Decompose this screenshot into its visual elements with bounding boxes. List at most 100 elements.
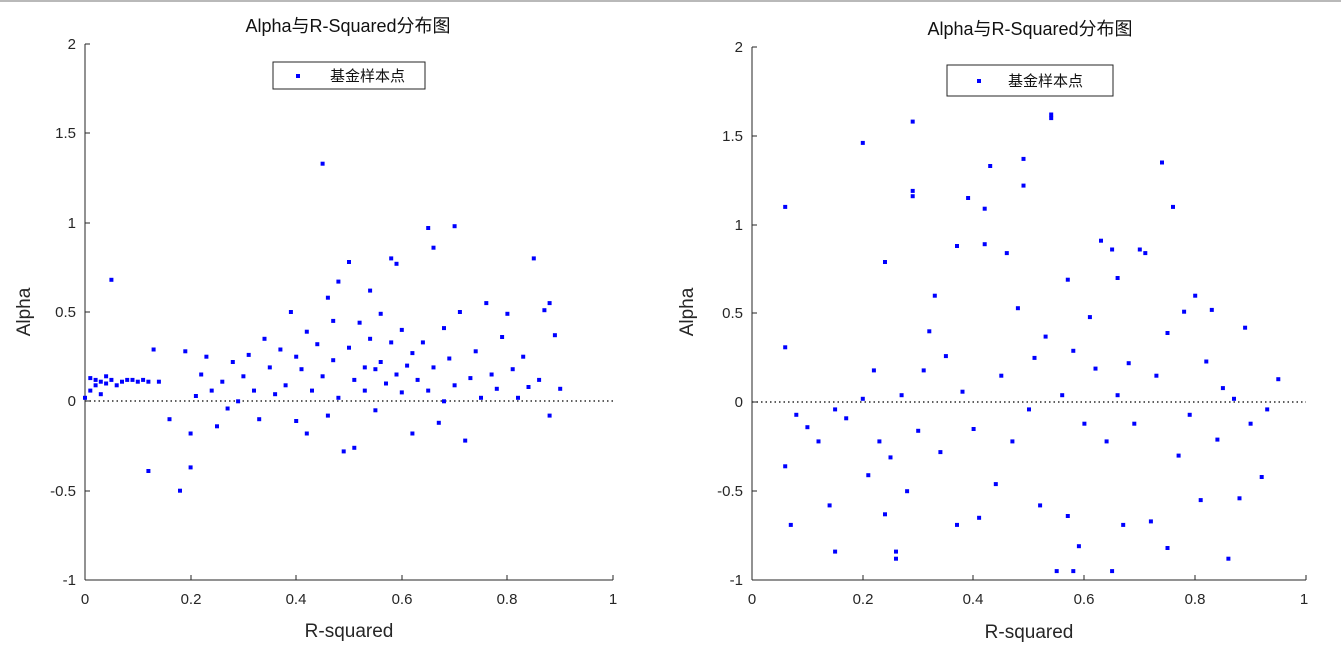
- scatter-point: [1038, 503, 1043, 508]
- scatter-point: [943, 354, 948, 359]
- scatter-point: [783, 464, 788, 469]
- scatter-point: [389, 256, 394, 261]
- scatter-point: [1093, 366, 1098, 371]
- scatter-point: [547, 413, 552, 418]
- scatter-point: [783, 345, 788, 350]
- scatter-point: [1237, 496, 1242, 501]
- scatter-point: [431, 365, 436, 370]
- scatter-point: [1182, 309, 1187, 314]
- scatter-point: [932, 293, 937, 298]
- scatter-point: [114, 383, 119, 388]
- scatter-point: [120, 379, 124, 384]
- scatter-point: [1204, 359, 1209, 364]
- scatter-point: [220, 379, 225, 384]
- scatter-point: [1065, 277, 1070, 282]
- scatter-point: [447, 356, 452, 361]
- scatter-point: [436, 420, 441, 425]
- scatter-point: [1049, 112, 1054, 117]
- scatter-point: [982, 206, 987, 211]
- scatter-point: [442, 326, 446, 331]
- scatter-point: [109, 277, 114, 282]
- scatter-point: [479, 395, 483, 400]
- scatter-point: [531, 256, 536, 261]
- scatter-point: [526, 385, 531, 389]
- scatter-point: [283, 383, 288, 388]
- scatter-point: [410, 351, 415, 356]
- scatter-point: [1137, 247, 1142, 252]
- y-tick-label: 0.5: [722, 305, 743, 322]
- scatter-point: [833, 407, 838, 412]
- scatter-point: [246, 352, 251, 357]
- scatter-point: [1154, 373, 1159, 378]
- scatter-point: [109, 377, 114, 382]
- scatter-point: [426, 226, 431, 230]
- scatter-point: [1087, 315, 1092, 320]
- scatter-point: [494, 386, 499, 391]
- scatter-point: [426, 388, 431, 393]
- scatter-point: [357, 320, 362, 325]
- scatter-point: [1259, 475, 1264, 479]
- scatter-point: [1027, 407, 1031, 412]
- x-tick-label: 0.6: [392, 591, 413, 608]
- scatter-point: [141, 377, 146, 382]
- scatter-point: [331, 318, 336, 323]
- scatter-point: [938, 450, 943, 455]
- scatter-point: [955, 244, 959, 248]
- scatter-point: [1248, 421, 1253, 426]
- scatter-point: [299, 367, 304, 372]
- scatter-point: [384, 381, 388, 386]
- legend-box: [946, 64, 1114, 97]
- scatter-point: [1082, 421, 1087, 426]
- scatter-point: [1004, 251, 1009, 256]
- x-tick-label: 0: [748, 591, 756, 608]
- scatter-point: [373, 367, 378, 372]
- y-axis-label: Alpha: [14, 287, 35, 336]
- scatter-point: [310, 388, 314, 393]
- legend-label: 基金样本点: [330, 68, 405, 85]
- scatter-point: [833, 549, 838, 554]
- scatter-point: [783, 204, 788, 209]
- scatter-point: [794, 412, 799, 417]
- scatter-point: [1165, 546, 1170, 550]
- scatter-point: [910, 194, 915, 199]
- y-tick-label: 2: [735, 39, 743, 56]
- scatter-point: [1076, 544, 1081, 549]
- scatter-point: [955, 522, 959, 527]
- scatter-point: [352, 445, 357, 450]
- y-tick-label: 0: [68, 393, 76, 410]
- x-axis-label: R-squared: [305, 621, 394, 642]
- scatter-point: [294, 419, 299, 423]
- x-tick-label: 0.2: [181, 591, 202, 608]
- scatter-point: [816, 439, 821, 444]
- scatter-point: [452, 224, 457, 229]
- scatter-point: [927, 329, 932, 334]
- scatter-point: [389, 340, 394, 345]
- legend-label: 基金样本点: [1008, 73, 1083, 90]
- legend: 基金样本点: [272, 61, 426, 90]
- plot-area: 0 0.2 0.4 0.6 0.8 1 -1 -0.5 0 0.5 1 1.5 …: [50, 36, 617, 608]
- scatter-point: [910, 188, 915, 193]
- scatter-point: [993, 482, 998, 487]
- scatter-point: [1043, 334, 1048, 339]
- scatter-point: [894, 549, 898, 554]
- scatter-point: [888, 455, 893, 460]
- scatter-points: [783, 112, 1281, 574]
- scatter-point: [93, 383, 98, 388]
- scatter-point: [500, 335, 505, 339]
- scatter-point: [1171, 204, 1175, 209]
- scatter-point: [320, 161, 325, 166]
- scatter-point: [442, 399, 446, 404]
- scatter-point: [1232, 396, 1236, 401]
- scatter-point: [1010, 439, 1015, 444]
- chart-right: Alpha与R-Squared分布图 0 0.2 0.4 0.6 0.8 1: [677, 19, 1308, 643]
- scatter-point: [871, 368, 876, 373]
- scatter-point: [877, 439, 882, 444]
- scatter-point: [294, 354, 299, 359]
- scatter-point: [130, 377, 135, 382]
- scatter-point: [1065, 514, 1070, 518]
- scatter-point: [304, 329, 309, 334]
- scatter-point: [135, 379, 140, 384]
- scatter-point: [104, 381, 109, 386]
- scatter-point: [193, 394, 198, 398]
- scatter-point: [860, 396, 865, 401]
